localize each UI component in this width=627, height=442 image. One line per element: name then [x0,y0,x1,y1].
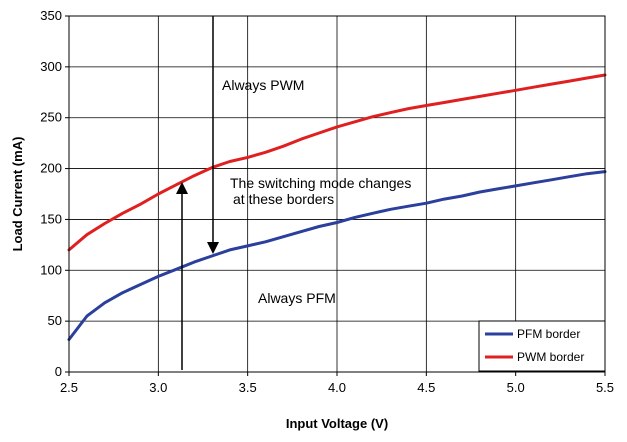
y-tick-label: 350 [40,8,62,23]
y-tick-label: 150 [40,211,62,226]
legend: PFM border PWM border [478,320,606,372]
x-tick-label: 5.5 [596,380,614,395]
arrow-layer [176,16,219,370]
x-tick-label: 5.0 [507,380,525,395]
annotation-switching-line-1: The switching mode changes [230,175,411,191]
arrow-down-head [207,242,219,254]
annotation-always-pwm: Always PWM [222,77,304,93]
y-axis-title: Load Current (mA) [10,137,25,252]
legend-label-pwm: PWM border [517,350,584,364]
x-axis-title: Input Voltage (V) [286,416,388,431]
series-line-pfm-border [67,170,607,341]
annotation-switching-line-2: at these borders [233,191,334,207]
x-tick-label: 2.5 [60,380,78,395]
legend-label-pfm: PFM border [517,327,580,341]
x-tick-label: 3.5 [239,380,257,395]
legend-box [478,320,606,372]
x-tick-label: 3.0 [149,380,167,395]
annotation-always-pfm: Always PFM [258,290,336,306]
y-tick-label: 100 [40,262,62,277]
series-line-pwm-border [67,73,607,252]
series-layer [67,73,607,341]
axis-layer: 2.5 3.0 3.5 4.0 4.5 5.0 5.5 0 50 100 150 200 250 300 3… [40,8,614,395]
y-tick-label: 250 [40,110,62,125]
y-tick-label: 50 [48,313,62,328]
arrow-up-head [176,182,188,194]
x-tick-label: 4.0 [328,380,346,395]
x-tick-label: 4.5 [417,380,435,395]
y-tick-label: 0 [55,364,62,379]
y-tick-label: 300 [40,59,62,74]
grid-layer [69,16,605,372]
y-tick-label: 200 [40,161,62,176]
